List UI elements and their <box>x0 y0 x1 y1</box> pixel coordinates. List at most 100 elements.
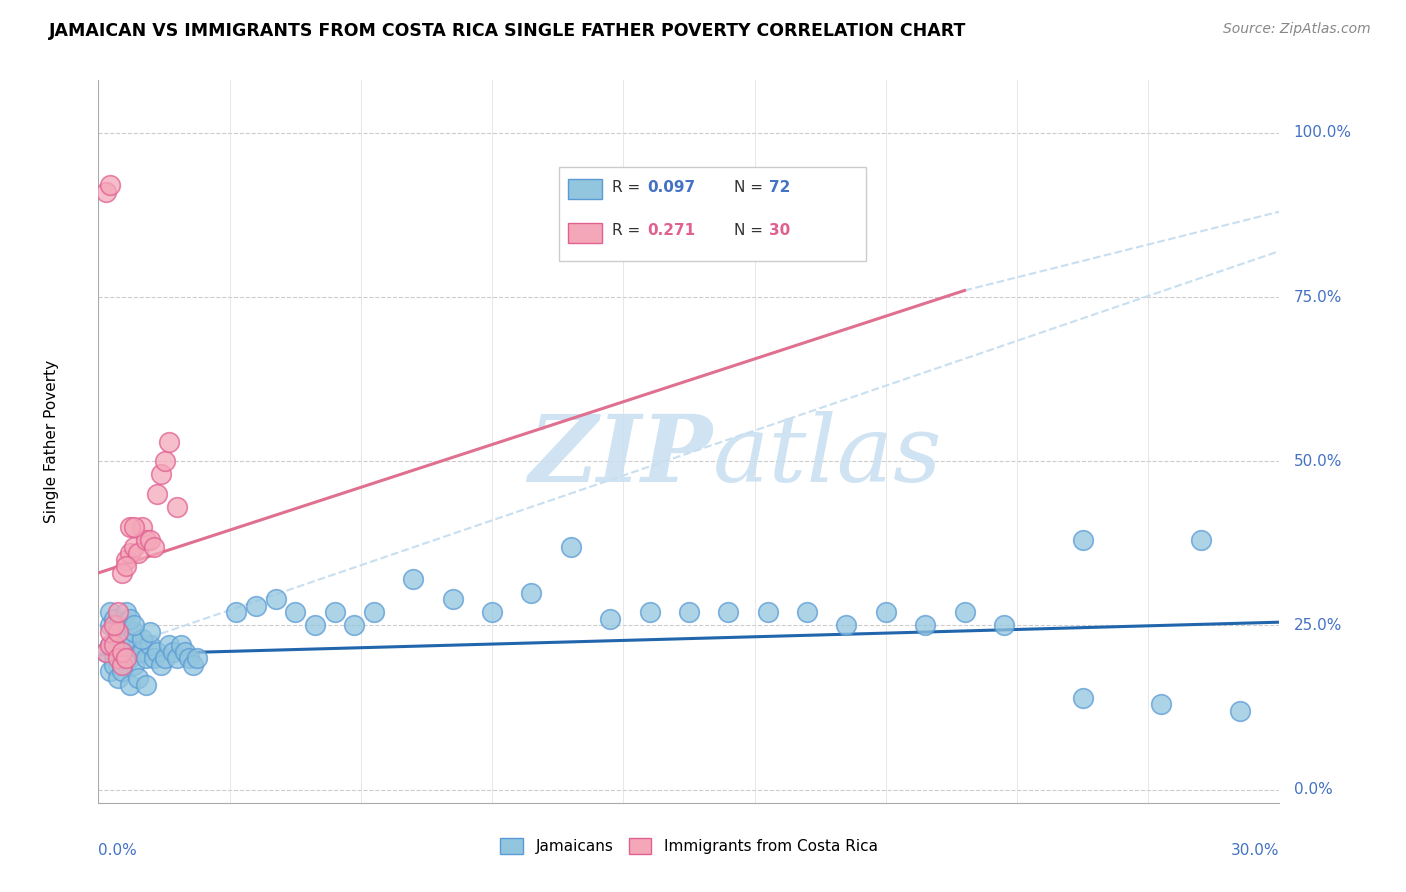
Point <box>118 520 141 534</box>
Point <box>1150 698 1173 712</box>
Point <box>115 638 138 652</box>
Point <box>122 625 145 640</box>
Text: 30.0%: 30.0% <box>1232 843 1279 857</box>
Text: 0.097: 0.097 <box>648 179 696 194</box>
Point <box>103 657 125 672</box>
Point <box>146 487 169 501</box>
Point <box>122 618 145 632</box>
Point <box>98 178 121 193</box>
Point <box>284 605 307 619</box>
Point <box>118 677 141 691</box>
Point <box>98 638 121 652</box>
Point <box>177 651 200 665</box>
Point <box>402 573 425 587</box>
Point <box>560 540 582 554</box>
FancyBboxPatch shape <box>560 167 866 260</box>
Point <box>225 605 247 619</box>
Text: JAMAICAN VS IMMIGRANTS FROM COSTA RICA SINGLE FATHER POVERTY CORRELATION CHART: JAMAICAN VS IMMIGRANTS FROM COSTA RICA S… <box>49 22 966 40</box>
Point <box>717 605 740 619</box>
Point <box>115 605 138 619</box>
Point <box>796 605 818 619</box>
Point <box>131 645 153 659</box>
Point <box>138 638 160 652</box>
Point <box>115 559 138 574</box>
Point <box>103 651 125 665</box>
Point <box>135 533 157 547</box>
Point <box>166 500 188 515</box>
FancyBboxPatch shape <box>568 178 602 199</box>
Point <box>155 651 177 665</box>
Point <box>363 605 385 619</box>
Point <box>181 657 204 672</box>
Point <box>127 546 149 560</box>
Point <box>135 677 157 691</box>
Point <box>138 533 160 547</box>
Point <box>174 645 197 659</box>
Text: atlas: atlas <box>713 411 942 501</box>
Point <box>756 605 779 619</box>
Point <box>127 671 149 685</box>
Point <box>441 592 464 607</box>
Point <box>111 566 134 580</box>
Text: Source: ZipAtlas.com: Source: ZipAtlas.com <box>1223 22 1371 37</box>
Point <box>343 618 366 632</box>
Point <box>150 467 173 482</box>
Point <box>107 618 129 632</box>
Point <box>1229 704 1251 718</box>
Point <box>118 546 141 560</box>
Text: R =: R = <box>612 179 645 194</box>
Point <box>138 625 160 640</box>
Point <box>96 185 118 199</box>
Point <box>107 651 129 665</box>
Point <box>481 605 503 619</box>
Point <box>122 520 145 534</box>
Point <box>323 605 346 619</box>
Point <box>118 651 141 665</box>
Point <box>142 540 165 554</box>
Text: N =: N = <box>734 179 768 194</box>
Point <box>157 638 180 652</box>
Point <box>186 651 208 665</box>
Point <box>155 454 177 468</box>
Point <box>118 612 141 626</box>
Point <box>98 665 121 679</box>
Point <box>107 625 129 640</box>
Point <box>111 657 134 672</box>
Text: 0.0%: 0.0% <box>1294 782 1333 797</box>
Text: 75.0%: 75.0% <box>1294 290 1341 304</box>
Text: 0.271: 0.271 <box>648 223 696 238</box>
Point <box>599 612 621 626</box>
Point <box>1071 690 1094 705</box>
Text: 25.0%: 25.0% <box>1294 618 1341 633</box>
Point <box>678 605 700 619</box>
Point <box>122 657 145 672</box>
Text: 72: 72 <box>769 179 790 194</box>
Point <box>107 625 129 640</box>
Point <box>264 592 287 607</box>
Point <box>245 599 267 613</box>
Point <box>953 605 976 619</box>
Point <box>96 645 118 659</box>
Point <box>122 540 145 554</box>
Point <box>638 605 661 619</box>
Text: 50.0%: 50.0% <box>1294 454 1341 468</box>
Point <box>146 645 169 659</box>
Text: Single Father Poverty: Single Father Poverty <box>44 360 59 523</box>
Point <box>107 671 129 685</box>
Point <box>98 618 121 632</box>
Point <box>103 638 125 652</box>
Point <box>103 612 125 626</box>
Text: 100.0%: 100.0% <box>1294 126 1351 140</box>
Point <box>98 605 121 619</box>
Point <box>111 645 134 659</box>
Point <box>150 657 173 672</box>
Point <box>142 651 165 665</box>
Point <box>131 632 153 646</box>
Point <box>1071 533 1094 547</box>
Point <box>166 651 188 665</box>
Point <box>115 553 138 567</box>
Point <box>914 618 936 632</box>
Text: R =: R = <box>612 223 645 238</box>
Point <box>835 618 858 632</box>
Point <box>103 618 125 632</box>
